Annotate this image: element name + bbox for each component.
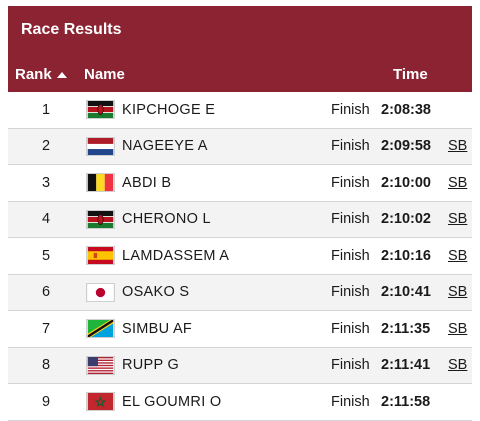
sort-ascending-icon[interactable] xyxy=(56,71,67,78)
record-note[interactable]: SB xyxy=(448,138,468,155)
athlete-name[interactable]: ABDI B xyxy=(122,174,172,191)
race-results-panel: Race Results Rank Name Time 1 KIPCHOGE E… xyxy=(8,6,472,421)
rank-cell: 1 xyxy=(41,101,51,118)
rank-cell: 5 xyxy=(41,247,51,264)
athlete-name[interactable]: NAGEEYE A xyxy=(122,138,208,155)
rank-cell: 2 xyxy=(41,138,51,155)
time-cell: 2:09:58 xyxy=(381,138,431,155)
morocco-flag-icon xyxy=(86,392,115,412)
record-note[interactable]: SB xyxy=(448,211,468,228)
table-row[interactable]: 4 CHERONO L Finish 2:10:02 SB xyxy=(8,201,472,238)
athlete-name[interactable]: SIMBU AF xyxy=(122,320,193,337)
japan-flag-icon xyxy=(86,282,115,302)
kenya-flag-icon xyxy=(86,209,115,229)
results-header: Race Results Rank Name Time xyxy=(8,6,472,92)
rank-cell: 7 xyxy=(41,320,51,337)
status-cell: Finish xyxy=(331,138,370,155)
time-cell: 2:11:41 xyxy=(381,357,431,374)
table-row[interactable]: 2 NAGEEYE A Finish 2:09:58 SB xyxy=(8,128,472,165)
status-cell: Finish xyxy=(331,101,370,118)
name-column-header[interactable]: Name xyxy=(84,66,125,83)
table-row[interactable]: 7 SIMBU AF Finish 2:11:35 SB xyxy=(8,311,472,348)
time-column-header[interactable]: Time xyxy=(393,66,428,83)
athlete-name[interactable]: EL GOUMRI O xyxy=(122,393,222,410)
rank-cell: 4 xyxy=(41,211,51,228)
status-cell: Finish xyxy=(331,174,370,191)
kenya-flag-icon xyxy=(86,100,115,120)
record-note[interactable]: SB xyxy=(448,284,468,301)
time-cell: 2:10:41 xyxy=(381,284,431,301)
status-cell: Finish xyxy=(331,247,370,264)
record-note[interactable]: SB xyxy=(448,357,468,374)
table-row[interactable]: 9 EL GOUMRI O Finish 2:11:58 xyxy=(8,384,472,421)
spain-flag-icon xyxy=(86,246,115,266)
time-cell: 2:10:16 xyxy=(381,247,431,264)
athlete-name[interactable]: KIPCHOGE E xyxy=(122,101,216,118)
rank-column-header[interactable]: Rank xyxy=(15,66,67,83)
table-row[interactable]: 6 OSAKO S Finish 2:10:41 SB xyxy=(8,274,472,311)
table-row[interactable]: 3 ABDI B Finish 2:10:00 SB xyxy=(8,165,472,202)
rank-cell: 6 xyxy=(41,284,51,301)
status-cell: Finish xyxy=(331,357,370,374)
rank-column-label: Rank xyxy=(15,66,52,83)
athlete-name[interactable]: RUPP G xyxy=(122,357,180,374)
time-cell: 2:10:02 xyxy=(381,211,431,228)
table-row[interactable]: 5 LAMDASSEM A Finish 2:10:16 SB xyxy=(8,238,472,275)
table-row[interactable]: 1 KIPCHOGE E Finish 2:08:38 xyxy=(8,92,472,129)
athlete-name[interactable]: LAMDASSEM A xyxy=(122,247,230,264)
belgium-flag-icon xyxy=(86,173,115,193)
record-note[interactable]: SB xyxy=(448,320,468,337)
tanzania-flag-icon xyxy=(86,319,115,339)
status-cell: Finish xyxy=(331,320,370,337)
page-title: Race Results xyxy=(21,21,122,38)
athlete-name[interactable]: CHERONO L xyxy=(122,211,211,228)
rank-cell: 3 xyxy=(41,174,51,191)
record-note[interactable]: SB xyxy=(448,174,468,191)
status-cell: Finish xyxy=(331,211,370,228)
time-cell: 2:11:35 xyxy=(381,320,431,337)
status-cell: Finish xyxy=(331,393,370,410)
table-row[interactable]: 8 RUPP G Finish 2:11:41 SB xyxy=(8,347,472,384)
time-cell: 2:10:00 xyxy=(381,174,431,191)
time-cell: 2:08:38 xyxy=(381,101,431,118)
status-cell: Finish xyxy=(331,284,370,301)
results-table-body: 1 KIPCHOGE E Finish 2:08:38 2 NAGEEYE A … xyxy=(8,92,472,421)
record-note[interactable]: SB xyxy=(448,247,468,264)
rank-cell: 8 xyxy=(41,357,51,374)
athlete-name[interactable]: OSAKO S xyxy=(122,284,190,301)
netherlands-flag-icon xyxy=(86,136,115,156)
usa-flag-icon xyxy=(86,355,115,375)
rank-cell: 9 xyxy=(41,393,51,410)
time-cell: 2:11:58 xyxy=(381,393,431,410)
